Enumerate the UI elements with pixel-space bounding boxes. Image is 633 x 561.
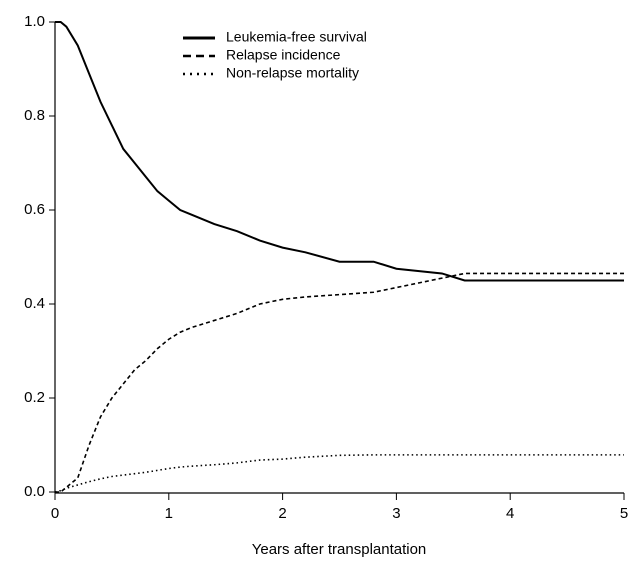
y-tick-label: 0.2 — [24, 389, 45, 406]
x-tick-label: 4 — [506, 505, 514, 522]
x-tick-label: 3 — [392, 505, 400, 522]
y-tick-label: 0.0 — [24, 483, 45, 500]
x-tick-label: 5 — [620, 505, 628, 522]
series-line — [54, 454, 624, 493]
legend-label: Non-relapse mortality — [226, 65, 359, 81]
y-tick-label: 0.4 — [24, 295, 45, 312]
x-tick-label: 0 — [51, 505, 59, 522]
x-tick-label: 2 — [278, 505, 286, 522]
legend: Leukemia-free survival Relapse incidence N… — [183, 29, 367, 81]
legend-label: Relapse incidence — [226, 47, 341, 63]
series-line — [55, 21, 624, 282]
x-tick-label: 1 — [165, 505, 173, 522]
y-tick-label: 1.0 — [24, 13, 45, 30]
y-tick-label: 0.8 — [24, 107, 45, 124]
series-line — [55, 272, 624, 493]
legend-label: Leukemia-free survival — [226, 29, 367, 45]
x-axis-label: Years after transplantation — [252, 541, 427, 558]
y-tick-label: 0.6 — [24, 201, 45, 218]
